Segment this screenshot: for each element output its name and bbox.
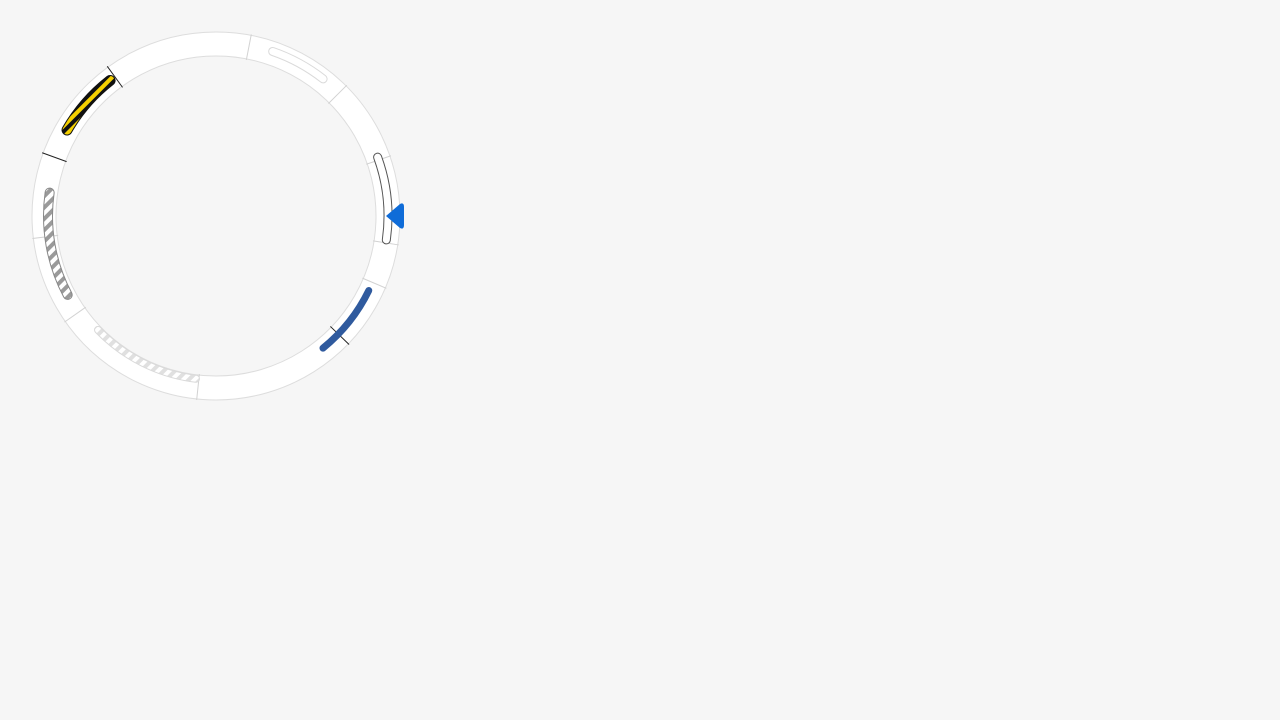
segment-left[interactable] bbox=[43, 187, 73, 300]
segment-bottom-left[interactable] bbox=[94, 325, 200, 383]
segment-top-left[interactable] bbox=[61, 74, 116, 136]
ring-band bbox=[31, 31, 401, 401]
segment-bottom-right[interactable] bbox=[319, 287, 373, 352]
ring-divider bbox=[245, 34, 252, 61]
ring-divider bbox=[64, 306, 87, 323]
ring-divider bbox=[362, 277, 387, 289]
triangle-left-icon[interactable] bbox=[386, 203, 404, 229]
selector-ring bbox=[31, 31, 404, 401]
ring-divider bbox=[41, 152, 67, 163]
ring-segments bbox=[43, 47, 393, 383]
ring-divider bbox=[328, 84, 348, 104]
segment-top-right[interactable] bbox=[268, 47, 328, 84]
ring-divider bbox=[106, 66, 123, 88]
